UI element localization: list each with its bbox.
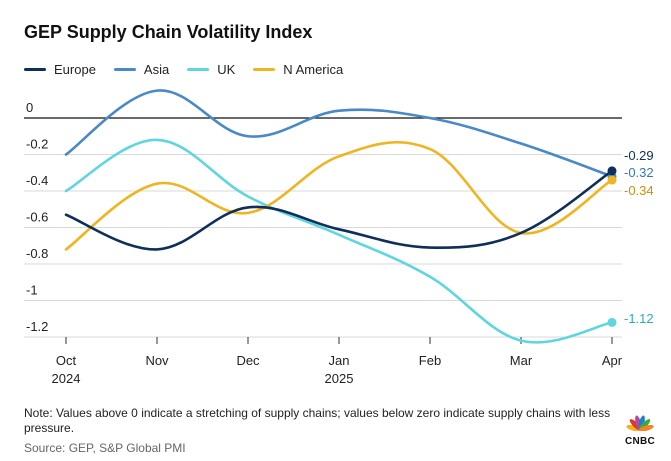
series-line-uk [64,138,614,344]
y-tick-label: -0.8 [26,246,48,261]
legend-swatch-europe [24,68,46,71]
y-tick-label: -0.2 [26,137,48,152]
y-tick-label: -1 [26,283,38,298]
legend-swatch-asia [113,68,136,71]
x-tick-label: Feb [419,353,441,368]
y-tick-label: -0.6 [26,210,48,225]
end-label-europe: -0.29 [624,148,654,163]
end-label-uk: -1.12 [624,311,654,326]
end-point-n-america [607,175,617,185]
x-tick-label: Jan [329,353,350,368]
legend-swatch-uk [187,68,210,71]
peacock-feather [639,425,654,432]
chart-legend: Europe Asia UK N America [24,62,361,77]
x-tick-sublabel: 2024 [52,371,81,386]
x-tick-sublabel: 2025 [325,371,354,386]
x-tick-label: Dec [236,353,260,368]
x-tick-label: Apr [602,353,623,368]
end-label-n-america: -0.34 [624,183,654,198]
legend-label-n-america: N America [283,62,344,77]
y-tick-label: -0.4 [26,173,48,188]
legend-label-asia: Asia [143,62,170,77]
series-line-n-america [64,141,614,251]
legend-swatch-n-america [253,68,276,71]
x-tick-label: Nov [145,353,169,368]
end-point-europe [607,166,617,176]
logo-text: CNBC [624,436,656,447]
y-tick-label: 0 [26,100,33,115]
legend-item-n-america: N America [253,62,343,77]
chart-title: GEP Supply Chain Volatility Index [24,22,313,42]
end-label-asia: -0.32 [624,165,654,180]
cnbc-logo: CNBC [618,413,662,447]
peacock-icon [626,415,654,432]
chart-source: Source: GEP, S&P Global PMI [24,441,186,455]
legend-item-uk: UK [187,62,235,77]
end-point-uk [607,317,617,327]
series-line-europe [64,169,614,251]
chart-note: Note: Values above 0 indicate a stretchi… [24,406,611,435]
legend-label-europe: Europe [54,62,96,77]
legend-label-uk: UK [217,62,236,77]
x-tick-label: Mar [510,353,533,368]
legend-item-europe: Europe [24,62,96,77]
legend-item-asia: Asia [113,62,170,77]
peacock-feather [626,425,641,432]
x-tick-label: Oct [56,353,77,368]
series-line-asia [64,89,614,178]
y-tick-label: -1.2 [26,319,48,334]
